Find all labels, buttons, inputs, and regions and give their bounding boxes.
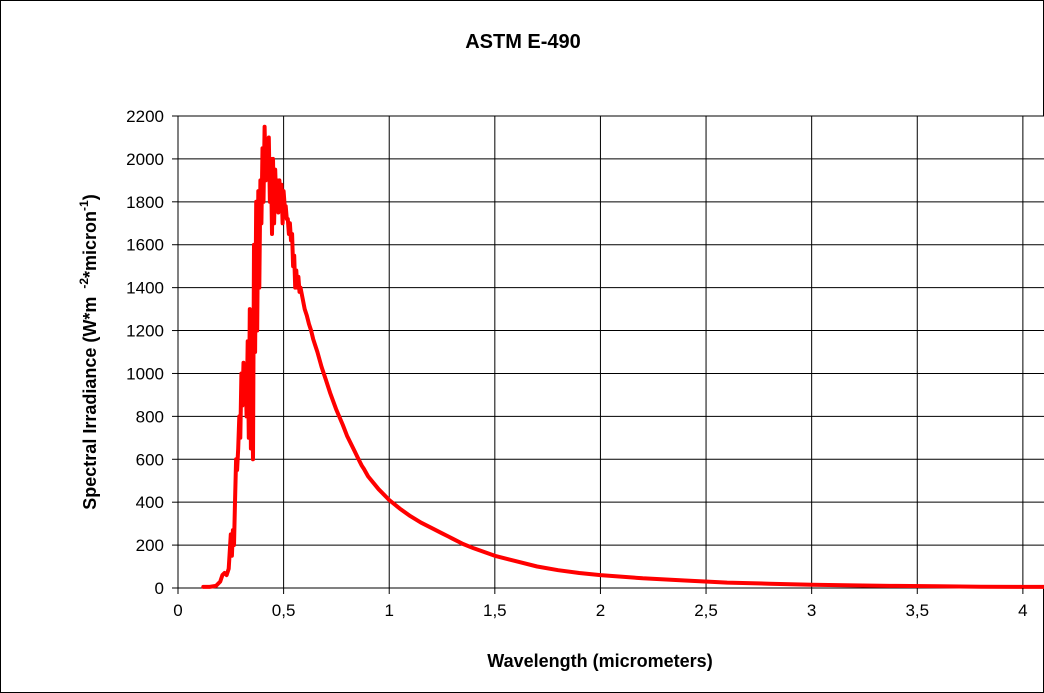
y-tick-label: 1800 [126, 193, 164, 212]
x-tick-label: 4 [1018, 601, 1027, 620]
series-line [201, 124, 1044, 589]
y-axis-title-exp1: -2 [77, 278, 91, 289]
plot-area [177, 115, 1044, 589]
y-tick-labels: 0 200 400 600 800 1000 1200 1400 1600 1800 2000 220… [126, 107, 178, 598]
y-tick-label: 400 [136, 493, 164, 512]
y-axis-title: Spectral Irradiance (W*m -2*micron-1) [77, 194, 100, 509]
x-tick-label: 3,5 [905, 601, 929, 620]
chart-title: ASTM E-490 [465, 31, 581, 53]
y-tick-label: 200 [136, 536, 164, 555]
y-axis-title-end: ) [80, 194, 100, 200]
series-group [201, 124, 1044, 589]
plot-background [178, 116, 1044, 588]
x-tick-label: 1,5 [483, 601, 507, 620]
y-tick-label: 1000 [126, 364, 164, 383]
y-tick-label: 1200 [126, 322, 164, 341]
x-tick-label: 3 [807, 601, 816, 620]
x-tick-label: 2,5 [694, 601, 718, 620]
x-tick-label: 0 [173, 601, 182, 620]
y-tick-label: 1400 [126, 279, 164, 298]
y-axis-title-mid: *micron [80, 211, 100, 278]
y-tick-label: 800 [136, 407, 164, 426]
y-tick-label: 600 [136, 450, 164, 469]
y-tick-label: 0 [155, 579, 164, 598]
x-tick-label: 2 [596, 601, 605, 620]
x-tick-label: 0,5 [272, 601, 296, 620]
y-axis-title-base: Spectral Irradiance (W*m [80, 297, 100, 510]
y-tick-label: 1600 [126, 236, 164, 255]
x-axis-title: Wavelength (micrometers) [487, 651, 712, 671]
y-axis-title-exp2: -1 [77, 200, 91, 211]
y-tick-label: 2000 [126, 150, 164, 169]
y-tick-label: 2200 [126, 107, 164, 126]
x-tick-label: 1 [384, 601, 393, 620]
x-tick-labels: 0 0,5 1 1,5 2 2,5 3 3,5 4 [173, 588, 1028, 620]
